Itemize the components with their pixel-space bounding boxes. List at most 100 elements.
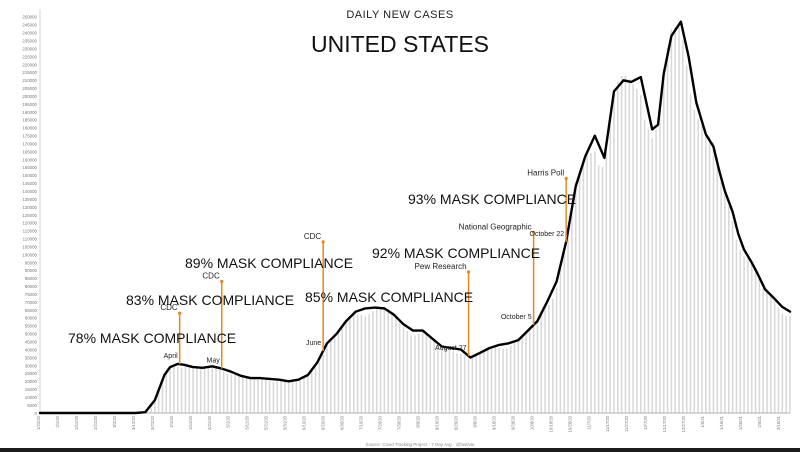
daily-bar [513,342,516,413]
daily-bar [173,367,175,413]
daily-bar [192,367,194,413]
y-tick-label: 70000 [25,300,38,305]
x-tick-label: 9/18/20 [491,415,496,430]
x-tick-label: 11/7/20 [586,415,591,429]
daily-bar [226,373,229,413]
y-tick-label: 155000 [22,165,37,170]
daily-bar [410,335,412,413]
daily-bar [467,356,470,413]
y-tick-label: 210000 [22,78,37,83]
daily-bar [429,335,432,413]
daily-bar [777,307,780,413]
daily-bar [525,331,527,413]
y-tick-label: 10000 [25,395,38,400]
daily-bar [678,26,680,413]
x-tick-label: 7/10/20 [359,415,364,430]
daily-bar [314,367,317,413]
y-tick-label: 15000 [25,387,38,392]
daily-bar [452,351,455,413]
y-tick-label: 30000 [25,363,38,368]
daily-bar [345,319,347,413]
y-tick-label: 20000 [25,379,38,384]
x-tick-label: 6/20/20 [321,415,326,430]
daily-bar [712,141,715,413]
daily-bar [766,289,768,413]
daily-bar [693,110,696,414]
daily-bar [735,239,738,413]
daily-bar [383,306,386,413]
daily-bar [219,369,221,413]
y-tick-label: 105000 [22,244,37,249]
x-tick-label: 1/26/21 [738,415,743,430]
daily-bar [414,335,416,413]
daily-bar [161,379,164,413]
y-tick-label: 0 [35,411,38,416]
daily-bar [295,379,298,413]
daily-bar [207,366,210,413]
daily-bar [705,133,707,413]
y-tick-label: 225000 [22,54,37,59]
y-tick-label: 145000 [22,181,37,186]
daily-bar [441,345,443,413]
daily-bar [540,315,543,413]
daily-bar [398,320,401,413]
daily-bar [337,329,340,413]
daily-bar [708,136,711,413]
x-tick-label: 1/22/20 [36,415,41,430]
x-tick-label: 7/20/20 [378,415,383,430]
daily-bar [333,335,336,413]
daily-bar [590,152,592,413]
daily-bar [364,316,367,413]
x-tick-label: 6/30/20 [340,415,345,430]
annotation-marker-dot [321,240,325,244]
y-tick-label: 130000 [22,205,37,210]
daily-bar [199,366,202,413]
annotation-date: May [207,358,221,365]
daily-bar [613,89,615,414]
daily-bar [567,229,569,413]
daily-bar [620,75,623,414]
daily-bar [379,307,382,413]
y-tick-label: 90000 [25,268,38,273]
daily-bar [502,348,504,413]
annotation-date: April [164,353,178,360]
daily-bar [176,367,179,413]
x-tick-label: 1/6/21 [700,415,705,427]
x-tick-label: 11/27/20 [624,415,629,432]
y-tick-label: 115000 [23,229,38,234]
x-tick-label: 2/5/21 [757,415,762,427]
daily-bar [230,373,233,413]
daily-bar [724,192,726,413]
annotation-marker-dot [532,230,536,234]
y-tick-label: 170000 [22,141,37,146]
daily-bar [685,65,688,414]
source-footnote: Source: Covid Tracking Project · 7 Day A… [365,442,475,447]
daily-bar [425,333,428,413]
daily-bar [716,158,719,413]
daily-bar [521,335,523,413]
series-line [38,20,792,415]
daily-bar [689,93,692,413]
compliance-label: 89% MASK COMPLIANCE [185,255,353,271]
compliance-label: 78% MASK COMPLIANCE [68,330,236,346]
y-tick-label: 160000 [22,157,37,162]
daily-bar [536,320,539,413]
daily-bar [157,389,160,413]
daily-bar [456,353,458,413]
daily-bar [785,316,787,413]
x-tick-label: 9/8/20 [472,415,477,427]
y-tick-label: 175000 [22,134,37,139]
daily-bar [322,354,324,413]
x-tick-label: 2/15/21 [776,415,781,430]
x-tick-label: 4/21/20 [207,415,212,430]
daily-bar [498,347,500,413]
x-tick-label: 5/11/20 [245,415,250,429]
daily-bar [326,345,328,413]
daily-bar [203,366,206,413]
daily-bar [395,315,397,413]
daily-bar [582,161,585,413]
daily-bar [506,348,508,413]
daily-bar [307,375,309,413]
daily-bar [632,83,634,413]
x-tick-label: 5/1/20 [226,415,231,427]
